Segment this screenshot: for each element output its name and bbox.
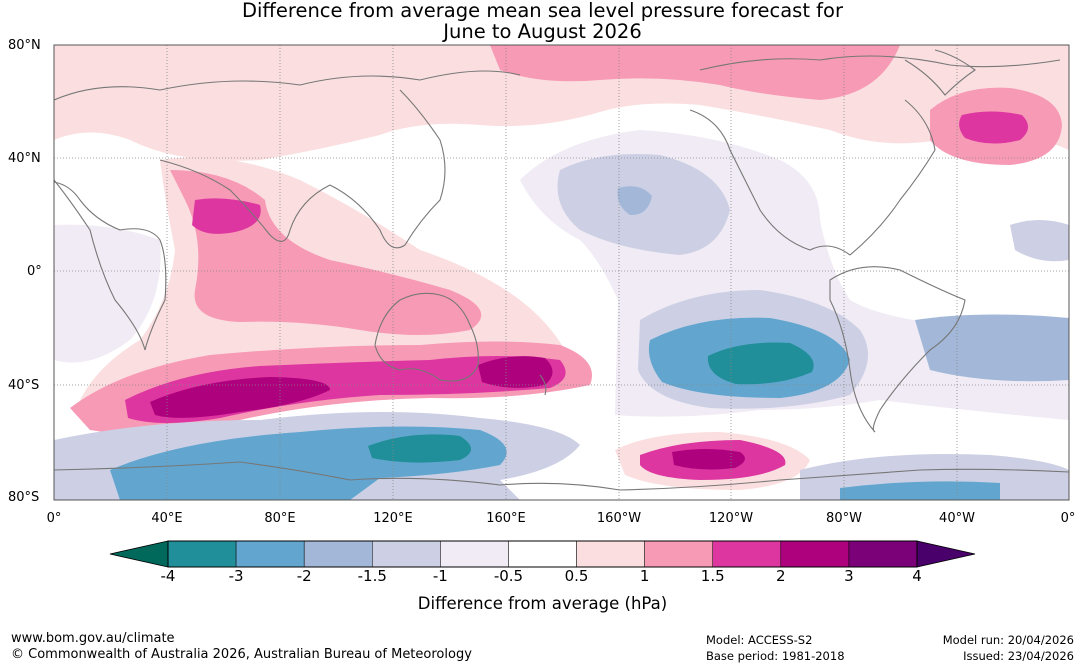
positive-anomaly-core-southern-indian: [150, 377, 330, 418]
colorbar-tick-label: -2: [296, 567, 312, 585]
map-frame: [53, 44, 1070, 501]
coastline-east-asia: [329, 89, 446, 249]
colorbar-bin: [303, 540, 373, 568]
colorbar-bin: [235, 540, 305, 568]
colorbar-bin: [848, 540, 918, 568]
colorbar-title: Difference from average (hPa): [417, 594, 668, 613]
colorbar-frame: [167, 540, 918, 568]
lon-label: 80°E: [264, 511, 296, 526]
colorbar-tick-label: 1.5: [700, 567, 725, 585]
footer-base-period: Base period: 1981-2018: [706, 649, 845, 663]
coastline-north-america-east: [849, 99, 936, 256]
footer-model: Model: ACCESS-S2: [706, 633, 813, 647]
coastlines: [54, 49, 1069, 491]
pressure-anomaly-map: [53, 44, 1070, 501]
coastline-new-zealand: [539, 374, 547, 396]
colorbar-bin: [780, 540, 850, 568]
lat-label: 80°S: [8, 490, 40, 505]
lon-label: 160°W: [596, 511, 642, 526]
colorbar-bin: [167, 540, 237, 568]
map-title-line-1: Difference from average mean sea level p…: [242, 0, 843, 22]
colorbar-bin: [712, 540, 782, 568]
footer-website: www.bom.gov.au/climate: [11, 631, 175, 646]
coastline-arctic: [54, 55, 1061, 101]
positive-anomaly-core-india: [192, 198, 261, 234]
lon-label: 0°: [46, 511, 62, 526]
positive-anomaly-core-tasman: [478, 356, 553, 388]
coastline-south-america: [829, 266, 966, 433]
colorbar-bin: [576, 540, 645, 568]
lat-label: 0°: [27, 264, 42, 279]
positive-anomaly-core-north-atlantic: [959, 111, 1029, 144]
lat-label: 40°S: [8, 378, 40, 393]
colorbar-bin: [440, 540, 509, 568]
colorbar-bin: [508, 540, 577, 568]
coastline-antarctica: [54, 461, 1069, 491]
colorbar-tick-label: 0.5: [564, 567, 589, 585]
lon-label: 0°: [1060, 511, 1076, 526]
colorbar-extend-max: [916, 540, 976, 568]
anomaly-fields: [54, 45, 1069, 500]
footer-issued: Issued: 23/04/2026: [963, 649, 1074, 663]
negative-anomaly-core-north-pacific: [617, 186, 652, 216]
coastline-arabia-india: [159, 159, 331, 242]
colorbar-tick-label: -1: [432, 567, 448, 585]
gridlines: [54, 45, 1069, 500]
colorbar-tick-label: -3: [228, 567, 244, 585]
colorbar-tick-label: -0.5: [493, 567, 524, 585]
coastline-greenland: [904, 49, 976, 96]
colorbar-tick-label: 4: [912, 567, 922, 585]
lon-label: 120°E: [373, 511, 413, 526]
footer-model-run: Model run: 20/04/2026: [942, 633, 1074, 647]
negative-anomaly-region-tropical-atlantic: [1010, 220, 1069, 262]
lon-label: 40°E: [151, 511, 183, 526]
negative-anomaly-region-south-atlantic: [915, 314, 1069, 382]
negative-anomaly-core-east-pacific: [707, 342, 814, 385]
colorbar-tick-label: -4: [160, 567, 176, 585]
negative-anomaly-core-antarctic: [840, 481, 1000, 500]
footer-copyright: © Commonwealth of Australia 2026, Austra…: [11, 647, 472, 662]
coastline-australia: [374, 292, 479, 382]
lon-label: 80°W: [826, 511, 862, 526]
map-title-line-2: June to August 2026: [443, 20, 642, 43]
lat-label: 80°N: [8, 38, 41, 53]
negative-anomaly-region-west-africa: [54, 224, 161, 363]
colorbar-bin: [644, 540, 713, 568]
colorbar-tick-label: 1: [639, 567, 650, 585]
colorbar-tick-label: -1.5: [357, 567, 387, 585]
coastline-africa-west: [54, 179, 167, 351]
colorbar-extend-min: [109, 540, 169, 568]
lon-label: 160°E: [486, 511, 526, 526]
negative-anomaly-core-southern-ocean: [368, 434, 471, 463]
coastline-north-america-west: [689, 109, 851, 256]
lon-label: 40°W: [939, 511, 975, 526]
lat-label: 40°N: [8, 151, 41, 166]
colorbar-tick-label: 3: [844, 567, 854, 585]
colorbar-bin: [372, 540, 441, 568]
positive-anomaly-core-south-pacific: [672, 449, 745, 470]
lon-label: 120°W: [708, 511, 754, 526]
colorbar-tick-label: 2: [776, 567, 786, 585]
